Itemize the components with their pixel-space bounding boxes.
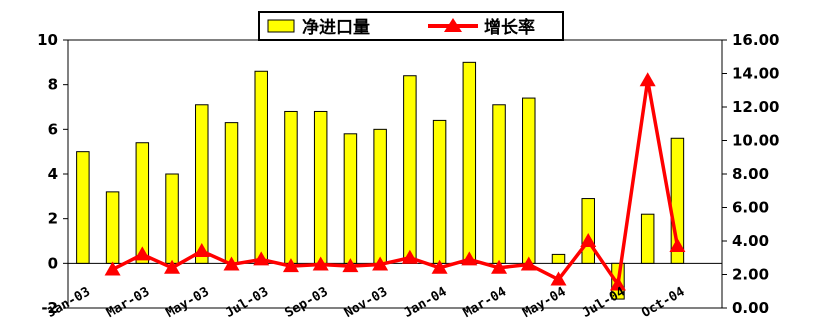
marker-Nov-03 <box>372 256 389 271</box>
marker-Jun-04 <box>580 233 597 247</box>
right-tick-label: 16.00 <box>732 31 779 49</box>
bar-Jul-03 <box>254 70 268 264</box>
marker-Mar-03 <box>134 246 151 261</box>
right-tick-label: 4.00 <box>732 232 769 250</box>
marker-Jan-04 <box>431 259 448 274</box>
bar-May-04 <box>551 253 566 264</box>
right-tick-label: 2.00 <box>732 266 769 284</box>
marker-Apr-04 <box>520 256 537 271</box>
legend-label-line: 增长率 <box>484 17 535 38</box>
marker-Apr-03 <box>164 259 181 274</box>
left-tick-label: 0 <box>48 254 58 272</box>
right-tick-label: 0.00 <box>732 299 769 317</box>
legend-marker <box>444 18 462 32</box>
bar-Jan-04 <box>432 119 447 264</box>
bar-Aug-04 <box>640 213 655 264</box>
marker-Jun-03 <box>223 256 240 271</box>
bar-Jun-04 <box>581 198 595 264</box>
right-tick-label: 12.00 <box>732 98 779 116</box>
left-tick-label: 2 <box>48 210 58 228</box>
legend-swatch-bar <box>267 19 295 33</box>
legend-label-bar: 净进口量 <box>302 17 370 38</box>
left-tick-label: 8 <box>48 76 58 94</box>
bar-Feb-04 <box>462 61 477 264</box>
marker-May-03 <box>193 243 210 258</box>
marker-Mar-04 <box>491 259 508 274</box>
legend-box <box>258 11 564 41</box>
bar-Mar-04 <box>492 104 506 264</box>
bar-Sep-03 <box>313 110 328 264</box>
marker-Aug-03 <box>282 258 299 273</box>
line-series <box>104 72 686 291</box>
marker-Oct-03 <box>342 258 359 273</box>
bar-Mar-03 <box>135 142 150 264</box>
left-tick-label: 4 <box>48 165 58 183</box>
right-tick-label: 6.00 <box>732 199 769 217</box>
bar-Oct-03 <box>343 133 358 264</box>
marker-Jul-04 <box>609 276 626 291</box>
bar-May-03 <box>195 104 209 264</box>
bar-series <box>76 61 685 300</box>
left-tick-label: 10 <box>37 31 58 49</box>
marker-Aug-04 <box>639 72 656 87</box>
bar-Aug-03 <box>284 110 298 264</box>
bar-Feb-03 <box>105 191 120 264</box>
bar-Jan-03 <box>76 151 90 264</box>
bar-Apr-03 <box>165 173 179 264</box>
marker-Feb-03 <box>104 261 121 276</box>
marker-Sep-03 <box>312 256 329 271</box>
left-tick-label: -2 <box>41 299 58 317</box>
marker-Jul-03 <box>253 251 270 266</box>
marker-May-04 <box>550 271 567 286</box>
right-tick-label: 14.00 <box>732 65 779 83</box>
bar-Apr-04 <box>522 97 536 264</box>
marker-Feb-04 <box>461 251 478 266</box>
right-tick-label: 8.00 <box>732 165 769 183</box>
left-axis-ticks: 10 8 6 4 2 0 -2 <box>37 31 68 317</box>
right-tick-label: 10.00 <box>732 132 779 150</box>
bar-Nov-03 <box>373 128 387 264</box>
marker-Oct-04 <box>669 238 686 253</box>
legend: 净进口量 增长率 <box>258 11 564 41</box>
bar-Dec-03 <box>403 75 417 264</box>
left-tick-label: 6 <box>48 120 58 138</box>
bar-Jun-03 <box>224 122 239 264</box>
marker-Dec-03 <box>401 249 418 264</box>
right-axis-ticks: 16.00 14.00 12.00 10.00 8.00 6.00 4.00 2.00 0.00 <box>722 31 779 317</box>
